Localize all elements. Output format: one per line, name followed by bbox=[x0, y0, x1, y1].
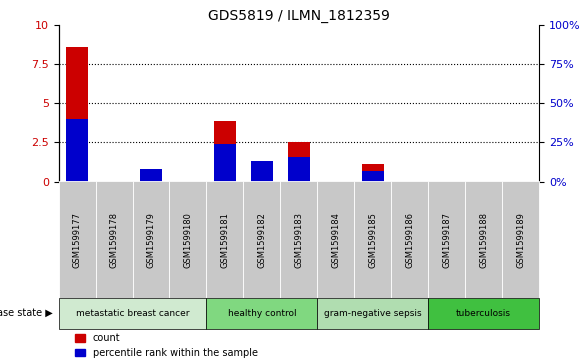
Bar bbox=[140, 169, 162, 182]
Text: GSM1599182: GSM1599182 bbox=[257, 212, 267, 268]
Text: GSM1599180: GSM1599180 bbox=[183, 212, 192, 268]
Bar bbox=[66, 119, 88, 182]
Title: GDS5819 / ILMN_1812359: GDS5819 / ILMN_1812359 bbox=[208, 9, 390, 23]
Bar bbox=[362, 171, 384, 182]
Bar bbox=[140, 171, 162, 182]
Bar bbox=[214, 121, 236, 182]
Text: GSM1599188: GSM1599188 bbox=[479, 212, 488, 268]
Bar bbox=[251, 163, 273, 182]
Text: GSM1599183: GSM1599183 bbox=[294, 212, 304, 268]
Text: GSM1599189: GSM1599189 bbox=[516, 212, 525, 268]
Text: healthy control: healthy control bbox=[227, 309, 296, 318]
Text: GSM1599181: GSM1599181 bbox=[220, 212, 230, 268]
Text: GSM1599185: GSM1599185 bbox=[368, 212, 377, 268]
Bar bbox=[362, 164, 384, 182]
Bar bbox=[214, 144, 236, 182]
Bar bbox=[251, 161, 273, 182]
Text: disease state ▶: disease state ▶ bbox=[0, 308, 53, 318]
Bar bbox=[288, 156, 310, 182]
Text: GSM1599178: GSM1599178 bbox=[110, 212, 118, 268]
Text: GSM1599184: GSM1599184 bbox=[331, 212, 340, 268]
Bar bbox=[288, 142, 310, 182]
Text: GSM1599177: GSM1599177 bbox=[73, 212, 81, 268]
Text: GSM1599179: GSM1599179 bbox=[146, 212, 155, 268]
Text: tuberculosis: tuberculosis bbox=[456, 309, 511, 318]
Text: GSM1599186: GSM1599186 bbox=[406, 212, 414, 268]
Text: metastatic breast cancer: metastatic breast cancer bbox=[76, 309, 189, 318]
Bar bbox=[66, 47, 88, 182]
Text: gram-negative sepsis: gram-negative sepsis bbox=[324, 309, 421, 318]
Legend: count, percentile rank within the sample: count, percentile rank within the sample bbox=[75, 333, 258, 358]
Text: GSM1599187: GSM1599187 bbox=[442, 212, 451, 268]
